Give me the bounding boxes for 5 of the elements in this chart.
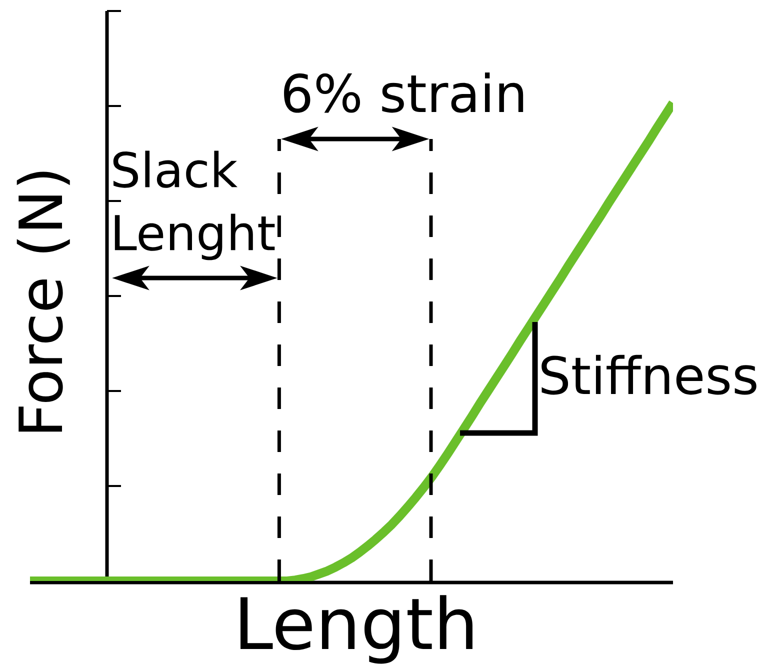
annotation: Slack Lenght — [113, 150, 275, 260]
y-axis-title: Force (N) — [16, 172, 70, 432]
x-axis-title: Length — [240, 595, 472, 664]
annotation: Stiffness — [542, 354, 756, 395]
annotation: 6% strain — [284, 72, 524, 113]
